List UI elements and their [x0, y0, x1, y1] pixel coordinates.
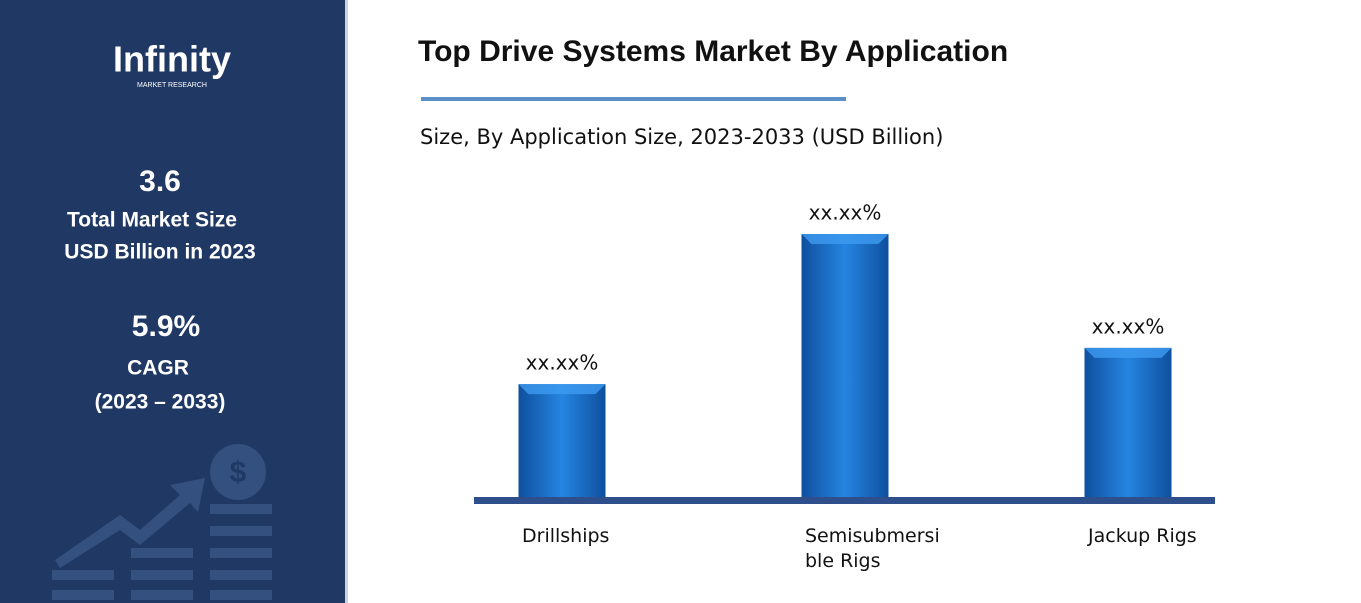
growth-icon — [52, 444, 272, 600]
title-underline — [421, 97, 846, 101]
bar-bevel — [801, 234, 889, 244]
x-tick-label: Drillships — [522, 525, 610, 547]
x-tick-label: Jackup Rigs — [1088, 525, 1197, 547]
x-tick-label: Semisubmersible Rigs — [805, 525, 940, 572]
logo: Infinity — [113, 39, 231, 80]
bar — [1084, 347, 1172, 497]
bar-bevel — [1084, 347, 1172, 358]
cagr-period: (2023 – 2033) — [95, 391, 226, 414]
bar — [518, 384, 606, 497]
dollar-icon: $ — [230, 456, 247, 489]
data-label: xx.xx% — [1092, 314, 1165, 338]
chart-subtitle: Size, By Application Size, 2023-2033 (US… — [420, 125, 943, 149]
baseline — [474, 497, 1215, 504]
market-size: 3.6 — [139, 165, 181, 198]
data-label: xx.xx% — [526, 351, 599, 375]
bar-bevel — [518, 384, 606, 395]
divider — [345, 0, 348, 603]
bar — [801, 234, 889, 497]
market-size-label: USD Billion in 2023 — [64, 241, 255, 264]
cagr: 5.9% — [132, 310, 200, 343]
logo-sub: MARKET RESEARCH — [137, 82, 207, 89]
cagr-label: CAGR — [127, 357, 189, 380]
market-size-label: Total Market Size — [67, 209, 237, 232]
data-label: xx.xx% — [809, 201, 882, 225]
chart-title: Top Drive Systems Market By Application — [418, 35, 1008, 68]
